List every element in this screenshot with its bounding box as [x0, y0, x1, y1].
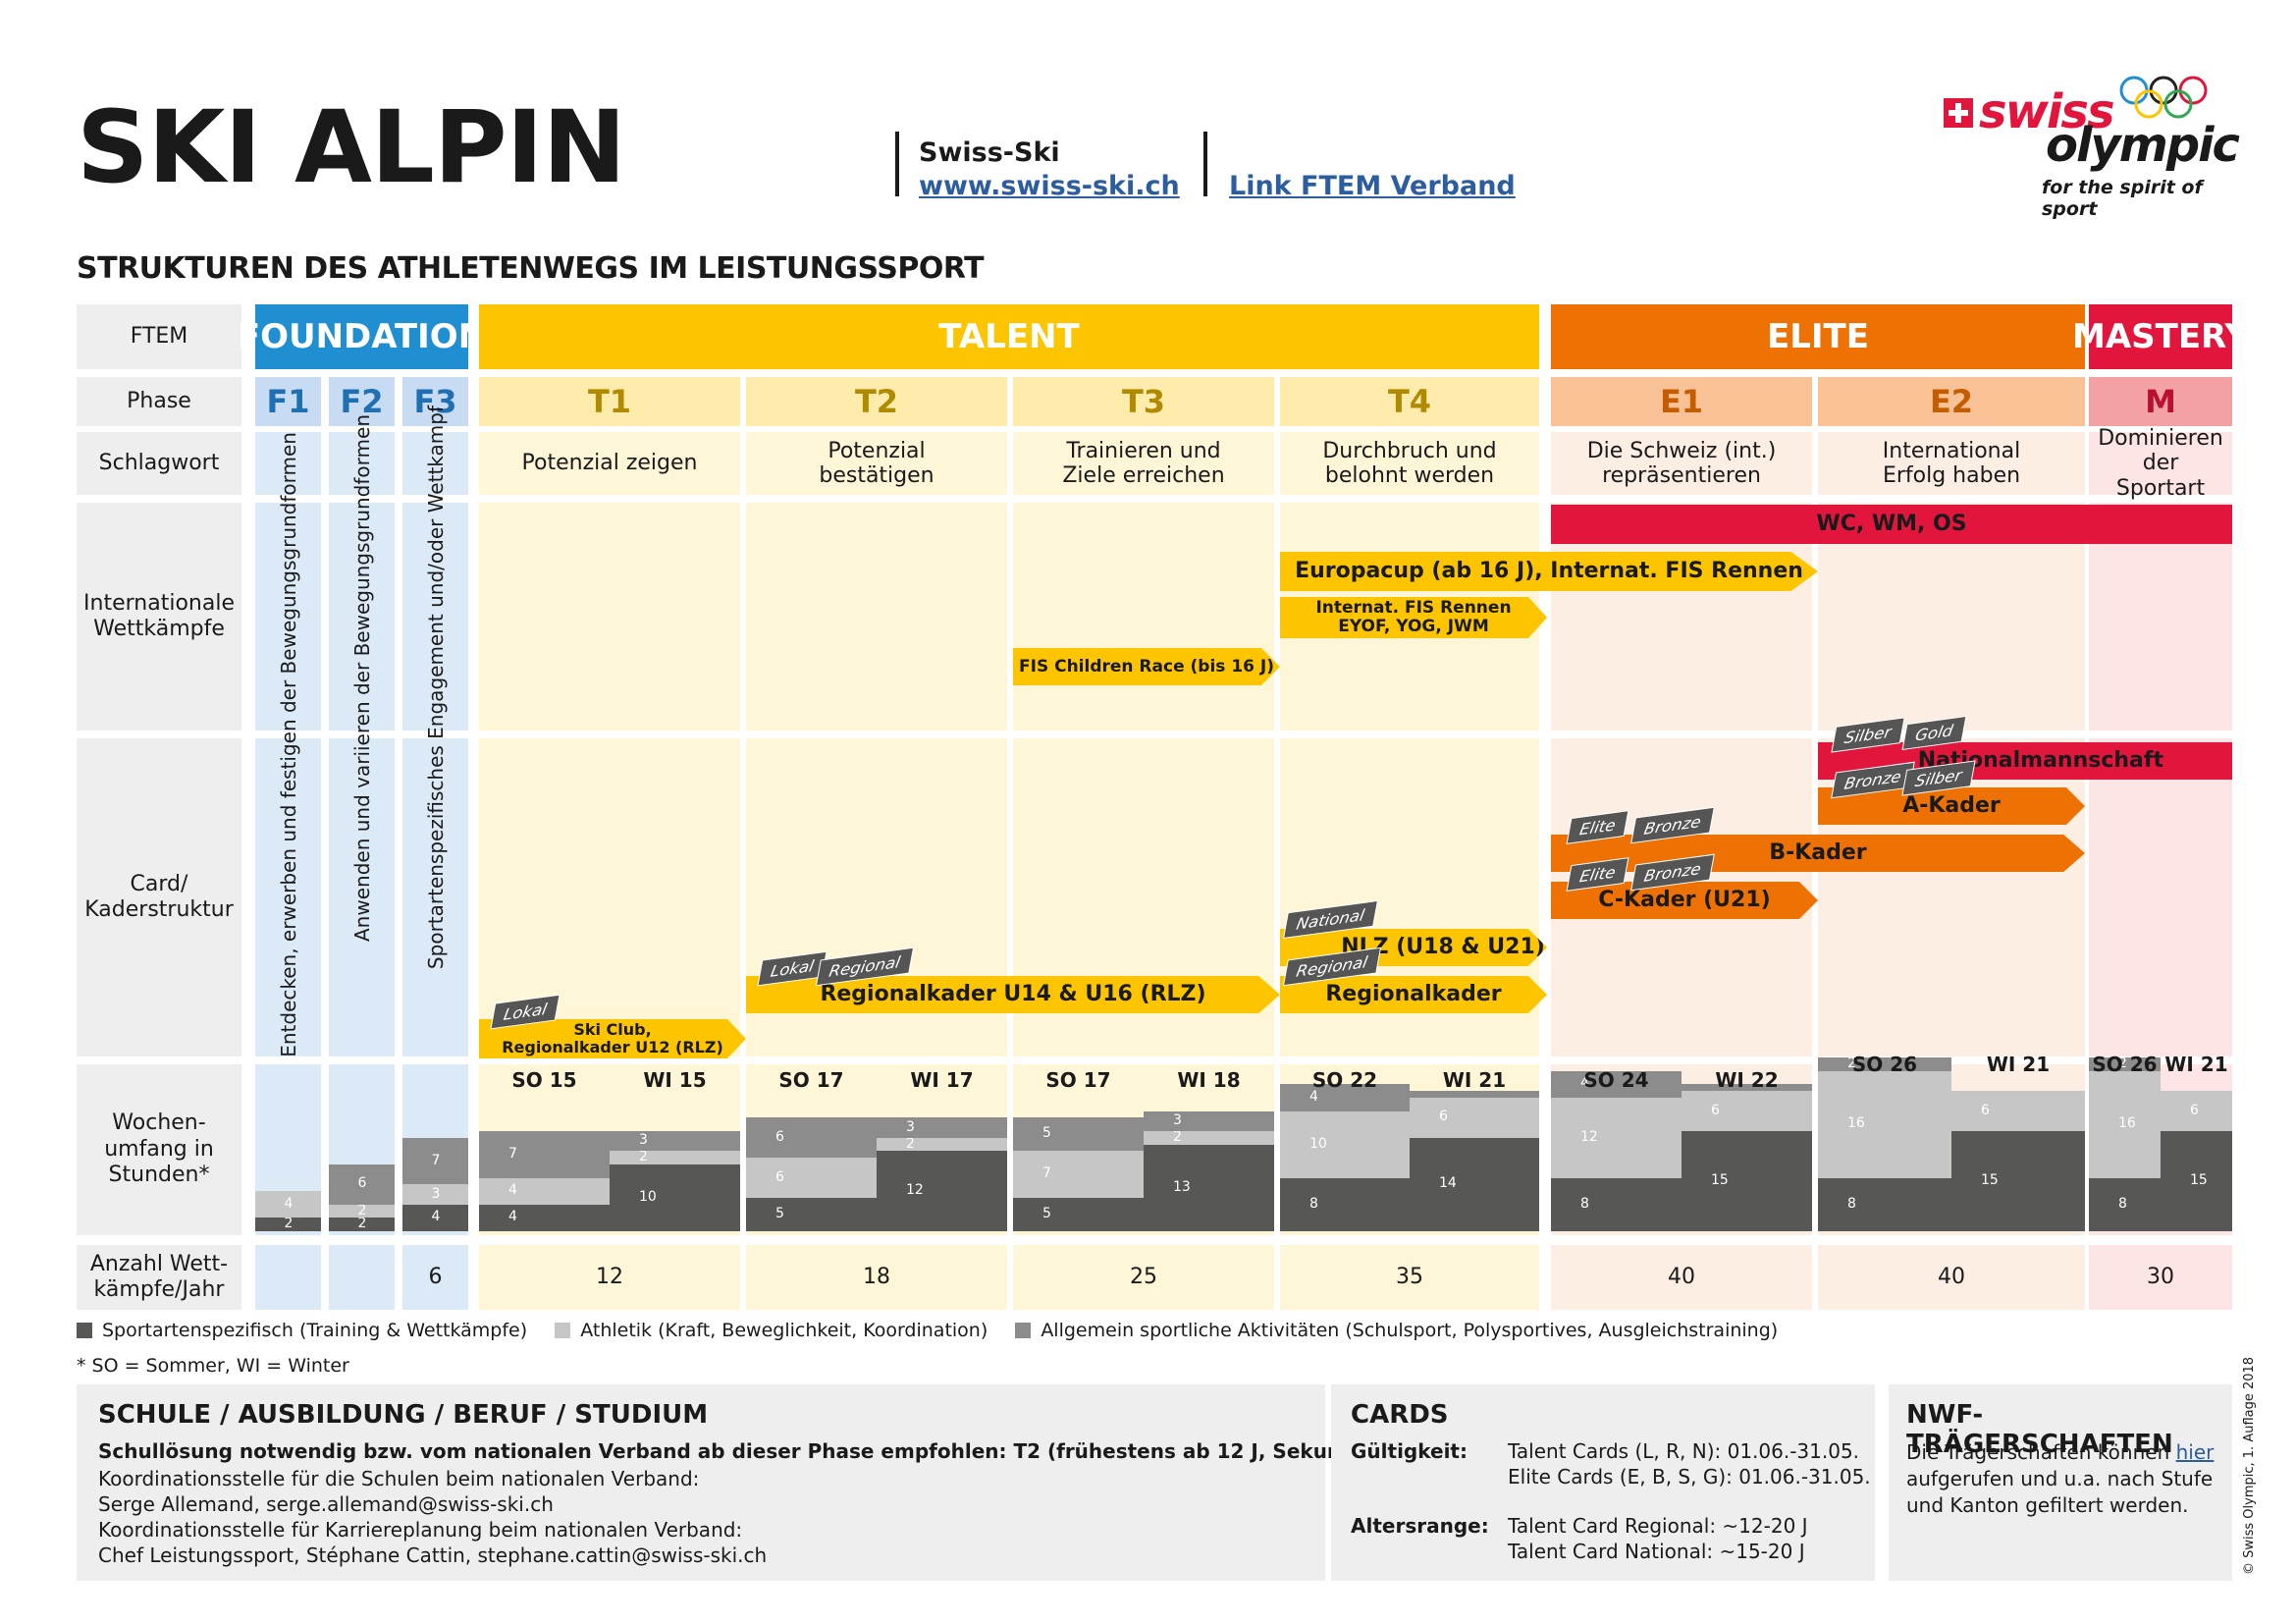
phase-t2: T2 — [746, 377, 1007, 426]
logo-swiss-text: swiss — [1979, 84, 2115, 139]
cards-a1: Talent Card Regional: ~12-20 J — [1508, 1514, 1808, 1538]
org-name: Swiss-Ski — [919, 137, 1060, 168]
logo-tagline: for the spirit of sport — [2042, 177, 2203, 220]
row-label-card: Card/ Kaderstruktur — [77, 738, 241, 1056]
schule-bold: Schullösung notwendig bzw. vom nationale… — [98, 1439, 1459, 1463]
phase-t1: T1 — [479, 377, 740, 426]
olympic-rings-icon — [2119, 76, 2208, 119]
foundation-text-f1: Entdecken, erwerben und festigen der Bew… — [276, 431, 300, 1057]
row-label-international: Internationale Wettkämpfe — [77, 503, 241, 731]
legend: Sportartenspezifisch (Training & Wettkäm… — [77, 1320, 1778, 1341]
nwf-title: NWF-TRÄGERSCHAFTEN — [1906, 1400, 2173, 1459]
cards-title: CARDS — [1351, 1400, 1449, 1430]
kader-a: A-Kader — [1818, 787, 2085, 825]
column-t1 — [479, 377, 740, 1310]
legend-swatch-light — [555, 1323, 571, 1338]
schlagwort-t1: Potenzial zeigen — [521, 451, 698, 476]
schule-title: SCHULE / AUSBILDUNG / BERUF / STUDIUM — [98, 1400, 709, 1430]
ftem-talent: TALENT — [479, 304, 1539, 369]
phase-e2: E2 — [1818, 377, 2085, 426]
swiss-olympic-logo: swiss olympic for the spirit of sport — [1944, 75, 2240, 220]
kader-c: C-Kader (U21) — [1551, 882, 1818, 919]
legend-mid: Allgemein sportliche Aktivitäten (Schuls… — [1041, 1320, 1779, 1341]
nwf-text: Die Trägerschaften können hier aufgerufe… — [1906, 1440, 2215, 1517]
page-subtitle: STRUKTUREN DES ATHLETENWEGS IM LEISTUNGS… — [77, 251, 985, 286]
phase-e1: E1 — [1551, 377, 1812, 426]
row-label-phase: Phase — [77, 377, 241, 426]
footnote: * SO = Sommer, WI = Winter — [77, 1355, 349, 1377]
phase-f1: F1 — [255, 377, 321, 426]
ftem-mastery: MASTERY — [2072, 304, 2249, 369]
cards-box: CARDS Gültigkeit: Talent Cards (L, R, N)… — [1331, 1384, 1875, 1581]
cards-a2: Talent Card National: ~15-20 J — [1508, 1540, 1805, 1563]
anzahl-f3: 6 — [428, 1265, 443, 1290]
schule-line2: Serge Allemand, serge.allemand@swiss-ski… — [98, 1492, 554, 1516]
phase-t3: T3 — [1013, 377, 1274, 426]
schlagwort-m: Dominieren der Sportart — [2098, 426, 2223, 501]
nwf-box: NWF-TRÄGERSCHAFTEN Die Trägerschaften kö… — [1889, 1384, 2232, 1581]
schlagwort-e2: International Erfolg haben — [1882, 438, 2021, 488]
kader-rlz: Regionalkader U14 & U16 (RLZ) — [746, 976, 1280, 1013]
schlagwort-e1: Die Schweiz (int.) repräsentieren — [1586, 438, 1777, 488]
legend-dark: Sportartenspezifisch (Training & Wettkäm… — [102, 1320, 528, 1341]
anzahl-m: 30 — [2147, 1265, 2174, 1290]
intl-wc-wm-os: WC, WM, OS — [1551, 505, 2232, 544]
schule-line1: Koordinationsstelle für die Schulen beim… — [98, 1467, 700, 1490]
ftem-elite: ELITE — [1551, 304, 2085, 369]
ftem-foundation: FOUNDATION — [238, 304, 486, 369]
swiss-cross-icon — [1944, 98, 1973, 128]
column-t2 — [746, 377, 1007, 1310]
row-label-wochenumfang: Wochen- umfang in Stunden* — [77, 1064, 241, 1235]
page-title: SKI ALPIN — [77, 89, 626, 206]
schule-box: SCHULE / AUSBILDUNG / BERUF / STUDIUM Sc… — [77, 1384, 1458, 1581]
foundation-text-f3: Sportartenspezifisches Engagement und/od… — [423, 405, 448, 970]
divider — [1203, 132, 1207, 196]
schlagwort-t3: Trainieren und Ziele erreichen — [1062, 438, 1225, 488]
cards-g2: Elite Cards (E, B, S, G): 01.06.-31.05. — [1508, 1465, 1871, 1489]
phase-f2: F2 — [329, 377, 395, 426]
copyright: © Swiss Olympic, 1. Auflage 2018 — [2242, 1356, 2257, 1575]
phase-m: M — [2089, 377, 2232, 426]
column-t4 — [1280, 377, 1539, 1310]
anzahl-t3: 25 — [1130, 1265, 1157, 1290]
ftem-link[interactable]: Link FTEM Verband — [1229, 171, 1516, 201]
schule-line3: Koordinationsstelle für Karriereplanung … — [98, 1518, 743, 1542]
column-t3 — [1013, 377, 1274, 1310]
legend-swatch-dark — [77, 1323, 92, 1338]
org-website-link[interactable]: www.swiss-ski.ch — [919, 171, 1180, 201]
anzahl-t1: 12 — [596, 1265, 623, 1290]
row-label-schlagwort: Schlagwort — [77, 432, 241, 495]
legend-swatch-mid — [1015, 1323, 1032, 1338]
cards-g1: Talent Cards (L, R, N): 01.06.-31.05. — [1508, 1439, 1860, 1463]
row-label-ftem: FTEM — [77, 304, 241, 369]
logo-olympic-text: olympic — [2046, 118, 2240, 173]
cards-gueltigkeit-label: Gültigkeit: — [1351, 1439, 1468, 1463]
column-f1 — [255, 377, 321, 1310]
cards-altersrange-label: Altersrange: — [1351, 1514, 1489, 1538]
anzahl-e1: 40 — [1668, 1265, 1695, 1290]
anzahl-t2: 18 — [863, 1265, 890, 1290]
row-label-anzahl: Anzahl Wett- kämpfe/Jahr — [77, 1245, 241, 1310]
kader-skiclub: Ski Club, Regionalkader U12 (RLZ) — [479, 1019, 746, 1058]
column-f2 — [329, 377, 395, 1310]
schlagwort-t2: Potenzial bestätigen — [819, 438, 934, 488]
intl-fis-rennen: Internat. FIS Rennen EYOF, YOG, JWM — [1280, 597, 1547, 638]
schlagwort-t4: Durchbruch und belohnt werden — [1322, 438, 1497, 488]
legend-light: Athletik (Kraft, Beweglichkeit, Koordina… — [580, 1320, 988, 1341]
phase-f3: F3 — [402, 377, 468, 426]
nwf-link[interactable]: hier — [2175, 1440, 2215, 1464]
kader-b: B-Kader — [1551, 835, 2085, 872]
anzahl-t4: 35 — [1396, 1265, 1423, 1290]
anzahl-e2: 40 — [1938, 1265, 1965, 1290]
kader-regional: Regionalkader — [1280, 976, 1547, 1013]
divider — [895, 132, 899, 196]
intl-europacup: Europacup (ab 16 J), Internat. FIS Renne… — [1280, 552, 1818, 591]
phase-t4: T4 — [1280, 377, 1539, 426]
foundation-text-f2: Anwenden und variieren der Bewegungsgrun… — [349, 413, 374, 942]
schule-line4: Chef Leistungssport, Stéphane Cattin, st… — [98, 1543, 768, 1567]
intl-fis-children: FIS Children Race (bis 16 J) — [1013, 648, 1280, 685]
